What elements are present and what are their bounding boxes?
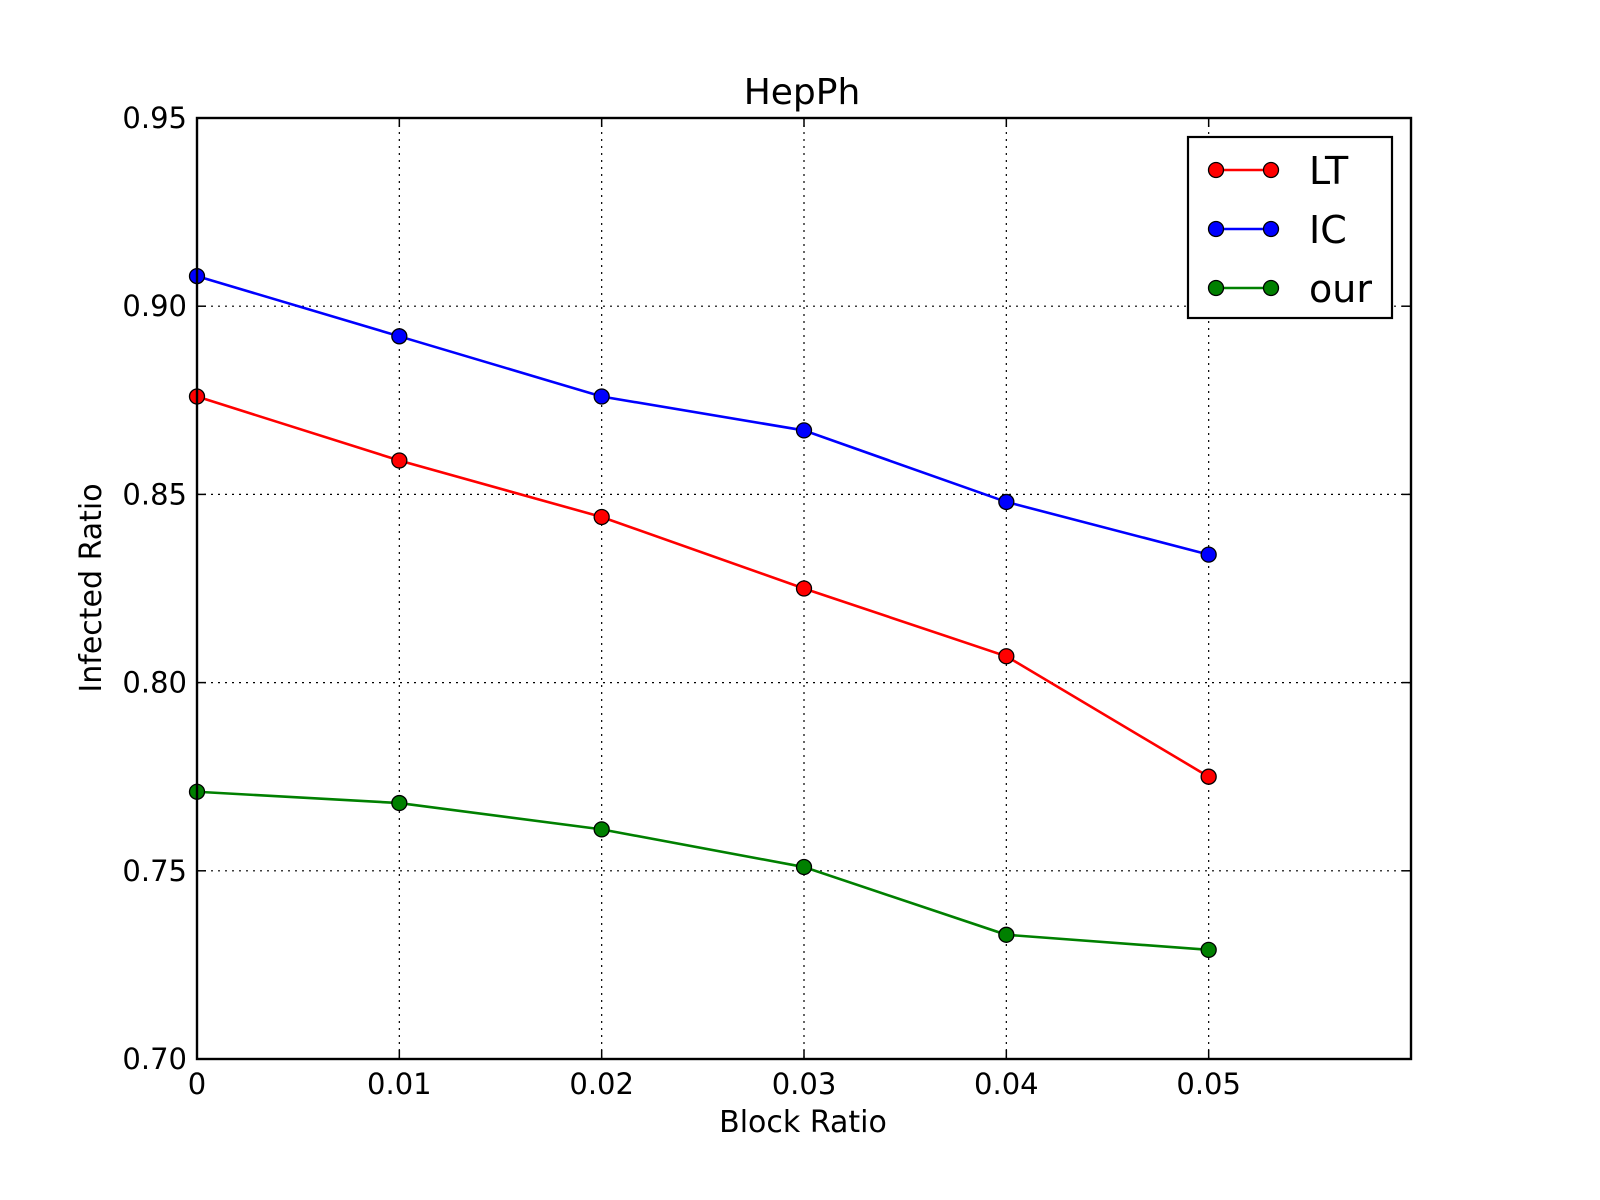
data-point-lt [391, 452, 408, 469]
legend-marker [1207, 220, 1225, 238]
legend-label: our [1309, 267, 1372, 311]
data-point-our [1200, 941, 1217, 958]
data-point-ic [1200, 546, 1217, 563]
y-tick-label: 0.85 [122, 477, 187, 511]
y-axis-title: Infected Ratio [74, 483, 109, 692]
legend-item-our: our [1207, 267, 1372, 311]
series-lt [188, 388, 1217, 785]
x-tick-label: 0.05 [1176, 1067, 1241, 1101]
x-tick-label: 0 [188, 1067, 206, 1101]
series-line-lt [196, 395, 1210, 778]
data-point-lt [593, 508, 610, 526]
data-point-our [795, 858, 813, 876]
legend-item-ic: IC [1207, 208, 1347, 252]
x-tick-label: 0.03 [772, 1067, 837, 1101]
chart-title: HepPh [744, 72, 861, 113]
legend-marker [1207, 279, 1225, 297]
series-our [188, 783, 1217, 958]
legend-label: IC [1309, 208, 1347, 252]
legend-marker [1262, 161, 1280, 179]
data-point-lt [1200, 768, 1217, 785]
series-layer [188, 267, 1217, 958]
y-tick-label: 0.95 [122, 101, 187, 135]
legend-label: LT [1309, 149, 1349, 193]
x-tick-label: 0.01 [367, 1067, 432, 1101]
legend-marker [1262, 279, 1280, 297]
series-line-ic [196, 274, 1209, 556]
data-point-ic [593, 388, 610, 405]
y-tick-label: 0.90 [122, 289, 187, 323]
legend: LT IC our [1186, 135, 1394, 320]
legend-marker [1262, 220, 1280, 238]
x-axis-title: Block Ratio [719, 1105, 887, 1140]
y-tick-label: 0.70 [122, 1042, 187, 1076]
x-tick-label: 0.04 [974, 1067, 1039, 1101]
legend-item-lt: LT [1207, 149, 1349, 193]
data-point-lt [795, 580, 813, 597]
axis-ticks: 0 0.01 0.02 0.03 0.04 0.05 0.70 0.75 0.80 0.85 0.9… [122, 101, 1411, 1101]
data-point-ic [391, 328, 408, 345]
data-point-lt [998, 648, 1015, 665]
y-tick-label: 0.80 [122, 666, 187, 700]
y-tick-label: 0.75 [122, 854, 187, 888]
data-point-our [593, 821, 610, 838]
data-point-ic [795, 422, 813, 439]
data-point-our [998, 926, 1015, 943]
legend-marker [1207, 161, 1225, 179]
x-tick-label: 0.02 [569, 1067, 634, 1101]
data-point-our [391, 794, 408, 812]
data-point-ic [998, 493, 1015, 511]
series-line-our [196, 790, 1209, 952]
